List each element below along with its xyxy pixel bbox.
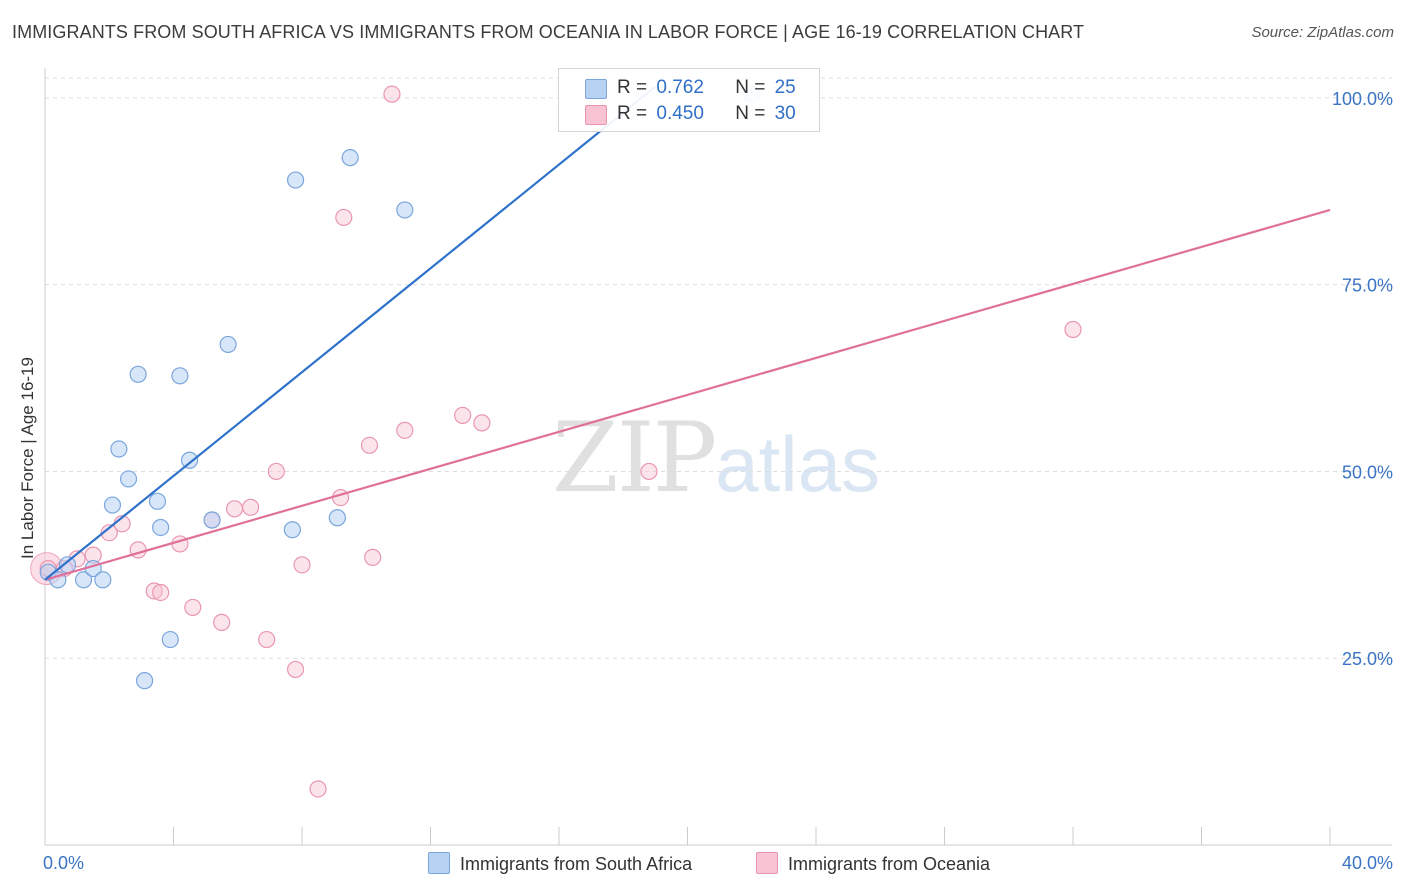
south-africa-point — [341, 149, 359, 167]
bottom-legend-oceania: Immigrants from Oceania — [756, 852, 990, 875]
legend-swatch-south-africa — [585, 79, 607, 99]
legend-n-label: N = — [735, 103, 766, 124]
oceania-point — [293, 556, 311, 574]
oceania-point — [242, 498, 260, 516]
south-africa-point — [152, 518, 170, 537]
oceania-point — [473, 414, 491, 432]
south-africa-point — [119, 470, 138, 488]
south-africa-point — [283, 521, 301, 539]
correlation-legend: R = 0.762 N = 25 R = 0.450 N = 30 — [558, 68, 820, 132]
oceania-point — [396, 421, 414, 439]
x-tick-label-min: 0.0% — [43, 853, 84, 873]
legend-n-value-oceania: 30 — [774, 103, 796, 124]
oceania-point — [100, 524, 118, 542]
south-africa-point — [94, 571, 112, 589]
bottom-legend-label-south-africa: Immigrants from South Africa — [460, 854, 693, 874]
south-africa-point — [74, 571, 93, 589]
legend-text-south-africa: R = 0.762 N = 25 — [617, 77, 796, 99]
south-africa-point — [396, 201, 414, 219]
bottom-legend-label-oceania: Immigrants from Oceania — [788, 854, 991, 874]
oceania-point — [152, 583, 170, 602]
oceania-point — [145, 582, 163, 600]
oceania-point — [383, 85, 401, 103]
watermark-atlas: atlas — [715, 420, 880, 508]
watermark-zip: ZIP — [552, 402, 717, 514]
x-tick-label-max: 40.0% — [1342, 853, 1393, 873]
legend-swatch-oceania — [585, 105, 607, 125]
legend-r-label: R = — [617, 77, 648, 98]
y-tick-label: 75.0% — [1342, 276, 1393, 296]
chart-title: IMMIGRANTS FROM SOUTH AFRICA VS IMMIGRAN… — [12, 22, 1085, 42]
south-africa-point — [110, 440, 128, 458]
y-tick-label: 25.0% — [1342, 649, 1393, 669]
bottom-legend-swatch-south-africa — [428, 852, 450, 874]
y-tick-label: 50.0% — [1342, 462, 1393, 482]
south-africa-point — [103, 496, 122, 514]
south-africa-trendline — [44, 85, 657, 581]
oceania-point — [364, 548, 382, 566]
legend-r-label: R = — [617, 103, 648, 124]
legend-r-value-oceania: 0.450 — [656, 103, 704, 124]
source-label: Source: ZipAtlas.com — [1251, 24, 1394, 41]
legend-text-oceania: R = 0.450 N = 30 — [617, 103, 796, 125]
y-tick-label: 100.0% — [1332, 89, 1393, 109]
oceania-point — [1064, 320, 1082, 339]
south-africa-point — [148, 492, 167, 510]
oceania-point — [225, 500, 244, 518]
south-africa-point — [219, 335, 237, 354]
bottom-legend-south-africa: Immigrants from South Africa — [428, 852, 692, 875]
south-africa-point — [286, 171, 305, 189]
south-africa-point — [171, 367, 189, 385]
south-africa-point — [161, 630, 179, 649]
south-africa-point — [203, 511, 221, 529]
legend-r-value-south-africa: 0.762 — [656, 77, 704, 98]
south-africa-point — [180, 451, 199, 469]
south-africa-point — [328, 509, 346, 527]
bottom-legend-swatch-oceania — [756, 852, 778, 874]
oceania-point — [184, 598, 202, 617]
south-africa-point — [135, 672, 154, 690]
legend-n-label: N = — [735, 77, 766, 98]
oceania-point — [286, 660, 305, 679]
south-africa-point — [129, 365, 147, 383]
oceania-point — [335, 208, 353, 227]
oceania-point — [360, 436, 379, 454]
oceania-point — [640, 462, 658, 481]
oceania-point — [267, 462, 285, 481]
y-axis-label: In Labor Force | Age 16-19 — [18, 357, 37, 559]
oceania-point — [454, 406, 472, 425]
oceania-point — [258, 630, 276, 649]
oceania-point — [213, 613, 231, 631]
oceania-point — [309, 780, 327, 798]
oceania-trendline — [44, 208, 1331, 581]
watermark: ZIPatlas — [552, 402, 880, 514]
legend-n-value-south-africa: 25 — [774, 77, 796, 98]
